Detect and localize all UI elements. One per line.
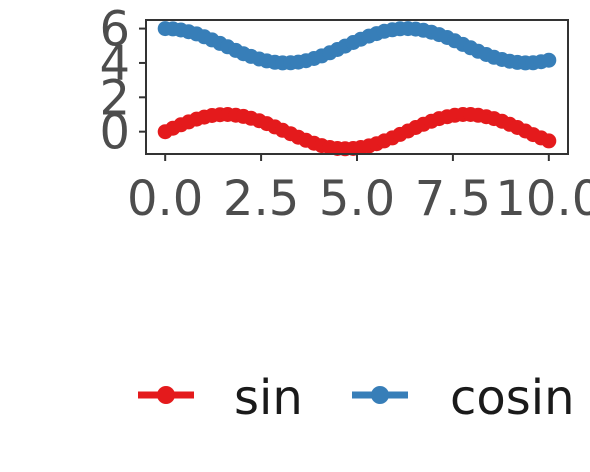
sin-series — [157, 107, 557, 157]
legend-item-cosin: cosin — [352, 370, 575, 426]
legend-marker-sin — [157, 386, 175, 404]
y-tick-label: 6 — [99, 2, 130, 58]
legend-label-sin: sin — [234, 370, 303, 426]
x-tick-label: 5.0 — [319, 171, 395, 227]
cosin-series — [157, 21, 557, 71]
y-tick-label: 2 — [99, 70, 130, 126]
legend-label-cosin: cosin — [450, 370, 575, 426]
legend-marker-cosin — [371, 386, 389, 404]
x-tick-label: 2.5 — [223, 171, 299, 227]
y-tick-label: 0 — [99, 105, 130, 161]
cosin-point — [541, 52, 557, 68]
x-tick-label: 0.0 — [127, 171, 203, 227]
legend-item-sin: sin — [138, 370, 303, 426]
x-tick-label: 7.5 — [415, 171, 491, 227]
y-tick-label: 4 — [99, 36, 130, 92]
x-tick-label: 10.0 — [495, 171, 590, 227]
x-axis: 0.0 2.5 5.0 7.5 10.0 — [127, 154, 590, 227]
legend: sin cosin — [138, 370, 575, 426]
sin-point — [541, 133, 557, 149]
